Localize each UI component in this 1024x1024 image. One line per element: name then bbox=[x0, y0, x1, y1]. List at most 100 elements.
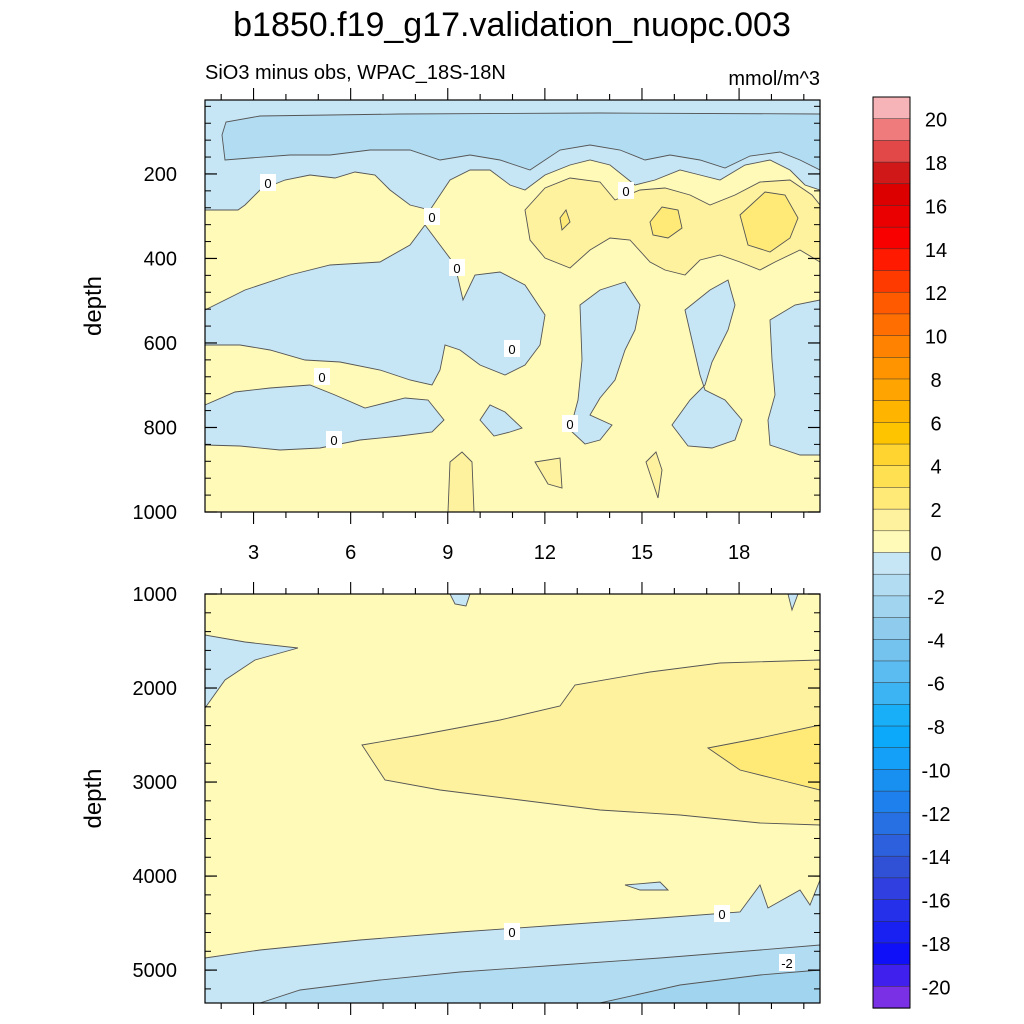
upper-axes: 200 400 600 800 1000 3 6 9 12 15 18 depth bbox=[80, 88, 820, 564]
colorbar-label: -2 bbox=[927, 587, 945, 609]
lower-ytick-label: 1000 bbox=[133, 584, 178, 606]
colorbar-label: 10 bbox=[925, 327, 947, 349]
colorbar-swatch bbox=[872, 335, 911, 358]
colorbar-label: -20 bbox=[922, 977, 951, 999]
upper-region-mid-negative bbox=[205, 224, 546, 386]
colorbar-swatch bbox=[872, 291, 911, 315]
colorbar: 20181614121086420-2-4-6-8-10-12-14-16-18… bbox=[872, 96, 951, 1009]
upper-contour-label-bg bbox=[260, 174, 276, 191]
upper-xtick-label: 12 bbox=[534, 542, 556, 564]
colorbar-swatch bbox=[872, 704, 911, 727]
colorbar-swatch bbox=[872, 140, 911, 163]
upper-region-positive-4 bbox=[559, 209, 571, 231]
lower-region-top-negative-2 bbox=[787, 594, 799, 612]
colorbar-swatch bbox=[872, 226, 911, 250]
upper-region-small-negative bbox=[479, 404, 523, 437]
colorbar-swatch bbox=[872, 378, 911, 402]
colorbar-frame bbox=[872, 96, 911, 1009]
colorbar-swatch bbox=[872, 660, 911, 684]
colorbar-swatch bbox=[872, 682, 911, 705]
colorbar-label: 4 bbox=[930, 457, 941, 479]
colorbar-swatch bbox=[872, 357, 911, 380]
colorbar-label: 20 bbox=[925, 110, 947, 132]
colorbar-swatch bbox=[872, 725, 911, 749]
upper-contour-label: 0 bbox=[622, 184, 629, 199]
main-title: b1850.f19_g17.validation_nuopc.003 bbox=[233, 6, 791, 44]
colorbar-swatch bbox=[872, 270, 911, 293]
lower-ytick-label: 4000 bbox=[133, 866, 178, 888]
colorbar-label: 18 bbox=[925, 153, 947, 175]
upper-contour-label: 0 bbox=[566, 417, 573, 432]
colorbar-label: -14 bbox=[922, 847, 951, 869]
units-label: mmol/m^3 bbox=[728, 68, 820, 90]
lower-ytick-label: 2000 bbox=[133, 678, 178, 700]
colorbar-label: 14 bbox=[925, 240, 947, 262]
lower-region-mid-positive bbox=[361, 659, 820, 826]
lower-contour-label-bg bbox=[779, 954, 795, 971]
upper-ytick-label: 600 bbox=[144, 333, 177, 355]
colorbar-swatch bbox=[872, 422, 911, 445]
colorbar-swatch bbox=[872, 790, 911, 814]
upper-contour-label-bg bbox=[326, 431, 342, 448]
lower-region-bottom-negative-deeper bbox=[599, 969, 820, 1003]
colorbar-label: -10 bbox=[922, 760, 951, 782]
colorbar-label: 0 bbox=[930, 544, 941, 566]
lower-axes: 1000 2000 3000 4000 5000 depth bbox=[80, 582, 820, 1015]
upper-region-positive-6 bbox=[447, 451, 475, 512]
upper-ytick-label: 1000 bbox=[133, 502, 178, 524]
colorbar-swatch bbox=[872, 313, 911, 337]
colorbar-label: 6 bbox=[930, 413, 941, 435]
colorbar-label: 12 bbox=[925, 283, 947, 305]
colorbar-swatch bbox=[872, 920, 911, 944]
lower-contour-label: 0 bbox=[508, 925, 515, 940]
upper-contour-label-bg bbox=[314, 368, 330, 385]
upper-region-positive-7 bbox=[645, 451, 663, 499]
colorbar-swatch bbox=[872, 161, 911, 185]
upper-region-positive-5 bbox=[534, 457, 563, 489]
colorbar-label: -18 bbox=[922, 934, 951, 956]
colorbar-label: 2 bbox=[930, 500, 941, 522]
colorbar-label: -16 bbox=[922, 891, 951, 913]
lower-region-left-negative bbox=[205, 634, 299, 709]
upper-xtick-label: 15 bbox=[631, 542, 653, 564]
colorbar-swatch bbox=[872, 552, 911, 575]
colorbar-swatch bbox=[872, 183, 911, 207]
upper-contour-label-bg bbox=[618, 182, 634, 199]
colorbar-swatch bbox=[872, 205, 911, 228]
colorbar-swatch bbox=[872, 964, 911, 987]
lower-region-top-negative-1 bbox=[449, 594, 471, 607]
colorbar-swatch bbox=[872, 595, 911, 619]
upper-region-right-negative-3 bbox=[767, 299, 820, 456]
upper-contour-label-bg bbox=[504, 340, 520, 357]
upper-contour-label: 0 bbox=[330, 433, 337, 448]
colorbar-label: 8 bbox=[930, 370, 941, 392]
colorbar-swatch bbox=[872, 747, 911, 771]
upper-region-surface-negative-deep bbox=[221, 112, 820, 171]
colorbar-label: 16 bbox=[925, 196, 947, 218]
lower-contour-label: 0 bbox=[718, 907, 725, 922]
upper-region-lower-left-negative bbox=[205, 384, 445, 451]
upper-contour-label: 0 bbox=[264, 176, 271, 191]
lower-contour-label-bg bbox=[714, 905, 730, 922]
upper-xtick-label: 3 bbox=[248, 542, 259, 564]
lower-ytick-label: 5000 bbox=[133, 960, 178, 982]
lower-panel: 1000 2000 3000 4000 5000 depth bbox=[80, 582, 821, 1015]
colorbar-swatch bbox=[872, 118, 911, 142]
lower-region-mid-positive-core bbox=[706, 724, 820, 791]
upper-ytick-label: 400 bbox=[144, 248, 177, 270]
colorbar-swatch bbox=[872, 573, 911, 597]
colorbar-swatch bbox=[872, 487, 911, 510]
colorbar-swatch bbox=[872, 855, 911, 879]
contour-labels: 0 0 0 0 0 0 0 0 0 0 -2 bbox=[260, 174, 795, 971]
colorbar-swatch bbox=[872, 508, 911, 532]
colorbar-swatch bbox=[872, 530, 911, 554]
colorbar-swatch bbox=[872, 812, 911, 836]
upper-subtitle: SiO3 minus obs, WPAC_18S-18N bbox=[205, 62, 506, 84]
upper-region-right-negative-2 bbox=[671, 279, 743, 449]
colorbar-swatch bbox=[872, 248, 911, 272]
upper-ytick-label: 800 bbox=[144, 417, 177, 439]
upper-contour-label-bg bbox=[562, 415, 578, 432]
upper-contour-label: 0 bbox=[508, 342, 515, 357]
upper-xtick-label: 9 bbox=[442, 542, 453, 564]
